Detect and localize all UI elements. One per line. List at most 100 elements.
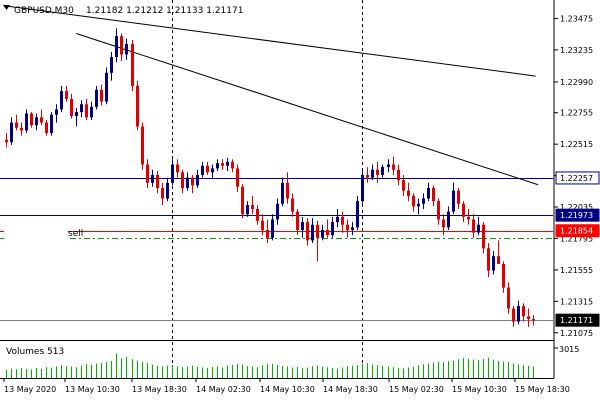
candle-body <box>261 220 264 230</box>
candle-body <box>231 161 234 169</box>
candle-body <box>211 168 214 173</box>
candle-body <box>95 89 98 107</box>
candle-body <box>366 174 369 178</box>
candle-body <box>90 106 93 118</box>
candle-body <box>452 190 455 212</box>
candle-body <box>251 205 254 209</box>
time-tick-label: 13 May 18:30 <box>132 385 187 394</box>
candle-body <box>447 211 450 228</box>
candle-body <box>472 219 475 233</box>
candle-body <box>502 264 505 288</box>
price-badge-label: 1.21171 <box>560 316 593 325</box>
time-tick-label: 13 May 10:30 <box>65 385 120 394</box>
candles-layer <box>5 28 535 327</box>
candle-body <box>115 36 118 58</box>
candle-body <box>221 163 224 166</box>
candle-body <box>30 113 33 126</box>
redacted-ticket-box <box>4 227 68 239</box>
candle-body <box>5 139 8 143</box>
candle-body <box>387 164 390 168</box>
candle-body <box>85 104 88 118</box>
candle-body <box>487 248 490 271</box>
candle-body <box>527 316 530 320</box>
candle-body <box>55 109 58 115</box>
candle-body <box>321 229 324 238</box>
dropdown-triangle-icon[interactable] <box>3 5 10 10</box>
candle-body <box>331 222 334 236</box>
price-tick-label: 1.21075 <box>560 329 593 338</box>
volume-bars-layer <box>6 353 534 378</box>
candle-body <box>286 182 289 199</box>
price-badge <box>555 171 600 185</box>
price-tick-label: 1.23475 <box>560 14 593 23</box>
candle-body <box>196 174 199 186</box>
trendlines-layer <box>5 5 539 186</box>
candle-body <box>281 182 284 204</box>
candle-body <box>512 308 515 322</box>
chart-header: GBPUSD,M30 1.21182 1.21212 1.21133 1.211… <box>3 5 243 16</box>
candle-body <box>176 164 179 173</box>
candle-body <box>70 98 73 117</box>
trendline[interactable] <box>76 33 539 186</box>
candle-body <box>136 85 139 127</box>
price-tick-label: 1.22755 <box>560 109 593 118</box>
candle-body <box>151 174 154 183</box>
candle-body <box>356 201 359 228</box>
candle-body <box>206 165 209 173</box>
candle-body <box>146 164 149 183</box>
candle-body <box>492 256 495 271</box>
candle-body <box>166 182 169 199</box>
candle-body <box>517 305 520 322</box>
ohlc-readout: 1.21182 1.21212 1.21133 1.21171 <box>86 6 243 16</box>
candle-body <box>186 177 189 189</box>
price-tick-label: 1.23235 <box>560 46 593 55</box>
price-tick-label: 1.21555 <box>560 266 593 275</box>
candle-body <box>462 203 465 217</box>
time-tick-label: 13 May 2020 <box>4 385 56 394</box>
candle-body <box>497 256 500 265</box>
price-tick-label: 1.22990 <box>560 78 593 87</box>
candle-body <box>412 195 415 207</box>
candle-body <box>482 224 485 249</box>
candle-body <box>341 216 344 225</box>
candle-body <box>316 224 319 238</box>
price-badge-label: 1.21854 <box>560 227 593 236</box>
candle-body <box>246 205 249 215</box>
candle-body <box>442 219 445 228</box>
candle-body <box>40 117 43 123</box>
time-tick-label: 15 May 10:30 <box>452 385 507 394</box>
candle-body <box>45 122 48 134</box>
main-chart-area[interactable] <box>0 0 554 340</box>
price-badges: 1.22257 1.21973 1.21854 1.21171 <box>555 171 600 327</box>
candle-body <box>422 198 425 204</box>
candle-body <box>141 126 144 165</box>
candle-body <box>80 104 83 113</box>
candle-body <box>241 186 244 215</box>
price-tick-label: 1.21795 <box>560 234 593 243</box>
sell-order-label[interactable]: sell <box>68 229 83 239</box>
candle-body <box>226 161 229 166</box>
candle-body <box>110 57 113 73</box>
candle-body <box>532 319 535 321</box>
candle-body <box>336 216 339 223</box>
candle-body <box>361 174 364 202</box>
trendline[interactable] <box>5 5 536 77</box>
candle-body <box>326 229 329 236</box>
price-badge-label: 1.21973 <box>560 211 593 220</box>
candle-body <box>171 164 174 183</box>
candle-body <box>50 114 53 134</box>
candle-body <box>346 224 349 230</box>
time-axis[interactable]: 13 May 2020 13 May 10:30 13 May 18:30 14 Ma… <box>3 378 570 394</box>
candle-body <box>60 91 63 110</box>
candle-body <box>120 36 123 55</box>
candle-body <box>392 164 395 170</box>
candle-body <box>417 203 420 207</box>
time-tick-label: 14 May 10:30 <box>260 385 315 394</box>
time-tick-label: 14 May 18:30 <box>323 385 378 394</box>
candle-body <box>271 219 274 238</box>
candle-body <box>276 203 279 220</box>
candle-body <box>10 122 13 143</box>
price-badge <box>555 208 600 222</box>
